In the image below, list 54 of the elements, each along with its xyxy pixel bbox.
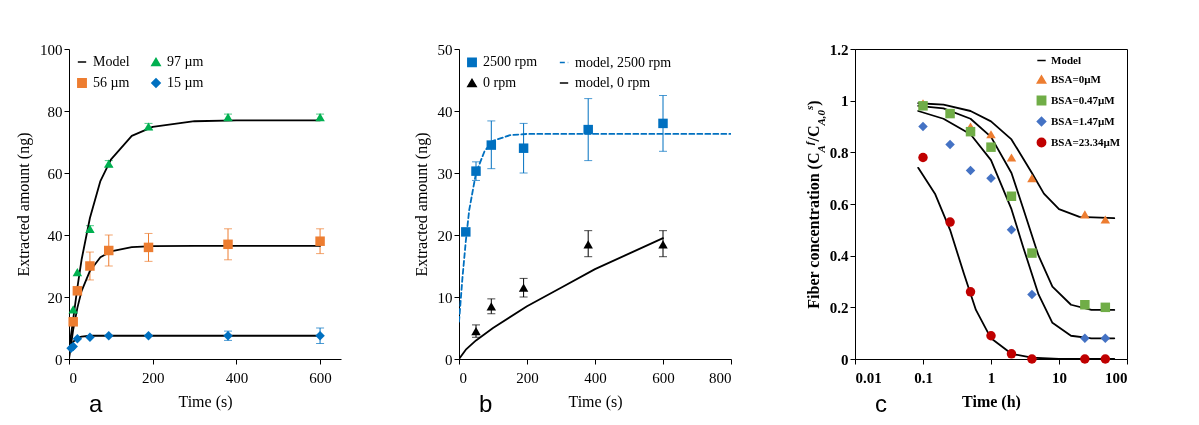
y-tick-label: 10: [437, 289, 453, 306]
legend-label: model, 2500 rpm: [575, 54, 672, 70]
x-tick-label: 600: [652, 369, 675, 386]
x-tick-label: 1: [987, 369, 996, 386]
y-tick-label: 20: [47, 289, 63, 306]
y-axis-title: Extracted amount (ng): [15, 132, 33, 277]
x-tick-label: 0: [459, 369, 467, 386]
legend-label: 2500 rpm: [483, 54, 538, 70]
y-tick-label: 30: [437, 165, 453, 182]
y-tick-label: 0: [841, 351, 849, 368]
legend-label: BSA=0.47µM: [1051, 93, 1116, 106]
y-tick-label: 50: [437, 41, 453, 58]
y-axis-title: Extracted amount (ng): [412, 132, 431, 277]
text: c: [875, 390, 887, 417]
y-tick-label: 0.2: [829, 299, 849, 316]
legend-label: 97 µm: [167, 54, 204, 69]
text: a: [89, 390, 103, 417]
x-tick-label: 200: [141, 369, 165, 386]
legend-label: BSA=1.47µM: [1051, 114, 1116, 127]
text: b: [479, 390, 493, 417]
legend-label: BSA=0µM: [1051, 72, 1102, 85]
x-tick-label: 400: [225, 369, 249, 386]
y-tick-label: 0: [445, 351, 453, 368]
y-tick-label: 0.4: [829, 248, 849, 265]
y-tick-label: 0: [55, 351, 63, 368]
x-tick-label: 0.01: [855, 369, 882, 386]
x-tick-label: 0: [69, 369, 77, 386]
y-tick-label: 0.8: [829, 144, 849, 161]
legend-label: 56 µm: [93, 75, 130, 90]
x-tick-label: 800: [709, 369, 732, 386]
legend-label: 15 µm: [167, 75, 204, 90]
x-tick-label: 600: [309, 369, 332, 386]
y-tick-label: 20: [437, 227, 453, 244]
legend-label: model, 0 rpm: [575, 75, 651, 90]
y-tick-label: 40: [47, 227, 63, 244]
y-tick-label: 1: [841, 93, 849, 110]
x-axis-title: Time (s): [178, 392, 233, 411]
legend-label: BSA=23.34µM: [1051, 135, 1121, 148]
x-axis-title: Time (s): [568, 392, 623, 411]
y-tick-label: 1.2: [829, 41, 849, 58]
x-tick-label: 200: [516, 369, 539, 386]
legend-label: Model: [1051, 53, 1081, 66]
x-tick-label: 400: [584, 369, 607, 386]
x-tick-label: 0.1: [914, 369, 933, 386]
x-tick-label: 100: [1105, 369, 1128, 386]
y-tick-label: 60: [47, 165, 63, 182]
y-tick-label: 40: [437, 103, 453, 120]
y-tick-label: 0.6: [829, 196, 849, 213]
y-tick-label: 100: [40, 41, 63, 58]
x-axis-title: Time (h): [962, 392, 1021, 411]
x-tick-label: 10: [1052, 369, 1067, 386]
legend-label: 0 rpm: [483, 75, 517, 90]
legend-label: Model: [93, 54, 130, 69]
y-tick-label: 80: [47, 103, 63, 120]
